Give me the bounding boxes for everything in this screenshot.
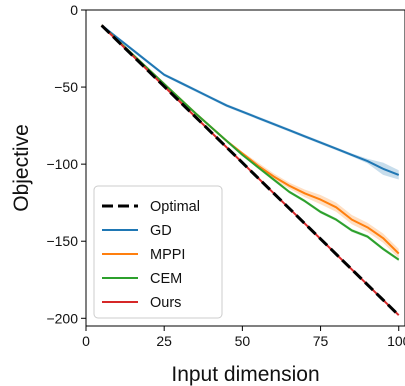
band-mppi	[101, 23, 399, 259]
series-line-optimal	[100, 24, 400, 317]
y-tick-label: 0	[70, 2, 78, 18]
legend-box	[93, 185, 223, 319]
legend-label-optimal: Optimal	[150, 199, 200, 215]
y-tick-label: −100	[46, 156, 78, 172]
y-axis: 0 −50 −100 −150 −200	[46, 2, 86, 326]
x-axis: 0 25 50 75 100	[82, 326, 405, 349]
y-tick-label: −200	[46, 310, 78, 326]
x-tick-label: 25	[156, 333, 172, 349]
x-tick-label: 75	[313, 333, 329, 349]
y-tick-label: −50	[54, 79, 78, 95]
legend-label-mppi: MPPI	[150, 247, 185, 263]
x-tick-label: 0	[82, 333, 90, 349]
x-tick-label: 50	[235, 333, 251, 349]
legend-label-cem: CEM	[150, 271, 182, 287]
plot-frame	[85, 9, 405, 327]
x-tick-label: 100	[387, 333, 405, 349]
legend-label-gd: GD	[150, 223, 172, 239]
band-gd	[101, 23, 399, 180]
y-tick-label: −150	[46, 233, 78, 249]
series-lines	[100, 24, 400, 317]
legend-label-ours: Ours	[150, 295, 181, 311]
series-line-gd	[101, 24, 400, 176]
y-axis-title: Objective	[10, 124, 33, 212]
legend: Optimal GD MPPI CEM Ours	[93, 185, 223, 319]
x-axis-title: Input dimension	[171, 363, 319, 386]
